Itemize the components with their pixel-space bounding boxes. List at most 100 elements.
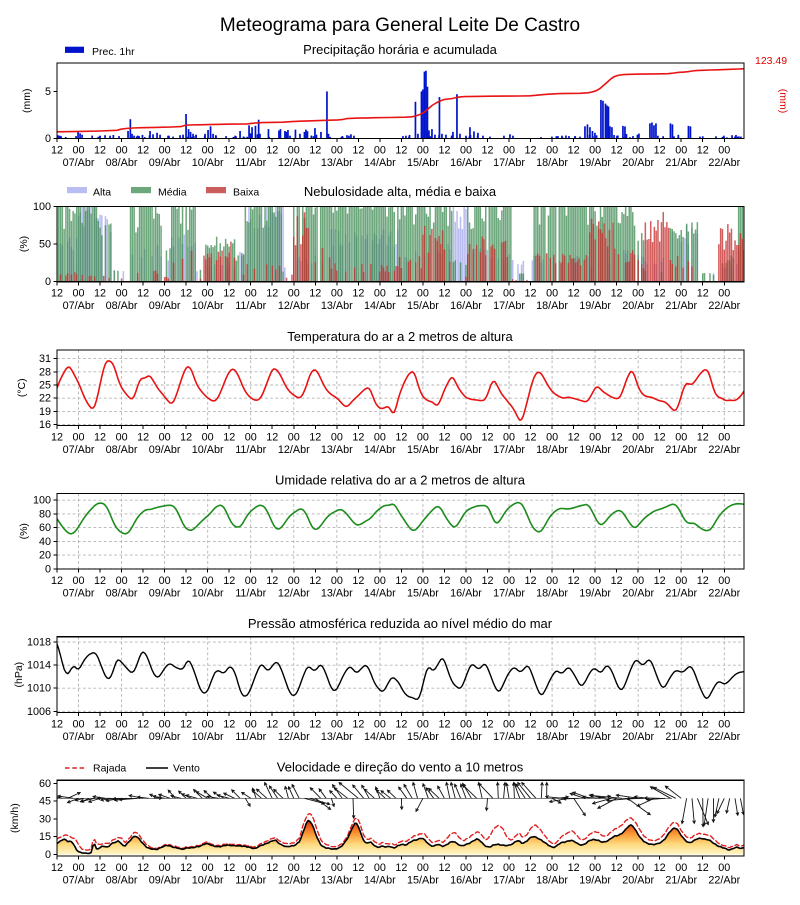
svg-text:(mm): (mm) [21,89,33,114]
svg-text:00: 00 [460,719,472,731]
svg-text:00: 00 [460,432,472,444]
svg-text:07/Abr: 07/Abr [63,875,95,887]
svg-text:12: 12 [654,288,666,300]
svg-text:12: 12 [352,288,364,300]
svg-text:15/Abr: 15/Abr [407,157,439,169]
svg-text:15/Abr: 15/Abr [407,444,439,456]
svg-text:12: 12 [481,862,493,874]
svg-text:19: 19 [39,406,51,418]
svg-text:00: 00 [675,862,687,874]
svg-text:12: 12 [309,862,321,874]
svg-text:00: 00 [589,862,601,874]
svg-text:12: 12 [352,719,364,731]
svg-text:12: 12 [697,719,709,731]
svg-text:00: 00 [417,288,429,300]
svg-text:00: 00 [245,862,257,874]
svg-text:12: 12 [697,432,709,444]
svg-text:00: 00 [159,575,171,587]
svg-text:Nebulosidade alta, média e bai: Nebulosidade alta, média e baixa [304,184,497,199]
svg-text:12: 12 [180,145,192,157]
svg-text:00: 00 [73,862,85,874]
svg-text:12: 12 [611,432,623,444]
svg-text:80: 80 [39,508,51,520]
svg-text:Rajada: Rajada [93,763,126,775]
svg-text:00: 00 [675,288,687,300]
svg-text:17/Abr: 17/Abr [493,875,525,887]
svg-text:00: 00 [546,862,558,874]
svg-text:00: 00 [374,432,386,444]
svg-text:12: 12 [137,432,149,444]
svg-text:1006: 1006 [27,706,51,718]
svg-text:12: 12 [481,575,493,587]
svg-text:13/Abr: 13/Abr [321,875,353,887]
svg-text:12: 12 [266,575,278,587]
svg-text:12/Abr: 12/Abr [278,157,310,169]
svg-text:15: 15 [39,831,51,843]
svg-text:07/Abr: 07/Abr [63,588,95,600]
svg-text:20/Abr: 20/Abr [622,444,654,456]
svg-text:00: 00 [718,862,730,874]
svg-text:Umidade relativa do ar a 2 met: Umidade relativa do ar a 2 metros de alt… [275,473,526,488]
svg-text:17/Abr: 17/Abr [493,588,525,600]
svg-text:12: 12 [51,288,63,300]
svg-text:12: 12 [481,719,493,731]
svg-text:21/Abr: 21/Abr [665,157,697,169]
svg-text:12: 12 [438,432,450,444]
svg-text:12: 12 [180,862,192,874]
svg-text:12: 12 [51,575,63,587]
svg-text:12: 12 [568,288,580,300]
svg-text:22/Abr: 22/Abr [708,300,740,312]
svg-text:00: 00 [73,145,85,157]
svg-text:20/Abr: 20/Abr [622,875,654,887]
svg-text:15/Abr: 15/Abr [407,588,439,600]
svg-text:Velocidade e direção do vento: Velocidade e direção do vento a 10 metro… [277,759,524,774]
svg-text:50: 50 [39,239,51,251]
svg-text:12: 12 [654,575,666,587]
svg-text:30: 30 [39,813,51,825]
svg-text:07/Abr: 07/Abr [63,444,95,456]
svg-text:12: 12 [654,145,666,157]
svg-text:10/Abr: 10/Abr [192,444,224,456]
svg-text:00: 00 [546,145,558,157]
svg-text:00: 00 [718,145,730,157]
svg-text:60: 60 [39,522,51,534]
svg-text:12: 12 [697,145,709,157]
svg-text:14/Abr: 14/Abr [364,157,396,169]
svg-text:00: 00 [460,288,472,300]
svg-text:20/Abr: 20/Abr [622,731,654,743]
svg-text:11/Abr: 11/Abr [235,875,266,887]
svg-text:00: 00 [503,288,515,300]
svg-text:0: 0 [45,276,51,288]
svg-text:11/Abr: 11/Abr [235,731,266,743]
svg-text:00: 00 [589,575,601,587]
svg-text:18/Abr: 18/Abr [536,157,568,169]
svg-text:12: 12 [309,575,321,587]
svg-text:12: 12 [611,145,623,157]
svg-text:14/Abr: 14/Abr [364,588,396,600]
svg-text:15/Abr: 15/Abr [407,875,439,887]
svg-text:00: 00 [632,575,644,587]
svg-text:12: 12 [266,432,278,444]
svg-text:11/Abr: 11/Abr [235,157,266,169]
svg-text:(mm): (mm) [777,89,789,114]
svg-text:00: 00 [503,575,515,587]
svg-text:28: 28 [39,366,51,378]
svg-text:00: 00 [245,719,257,731]
svg-text:Alta: Alta [93,186,111,198]
svg-text:12: 12 [180,288,192,300]
svg-text:00: 00 [202,432,214,444]
svg-text:00: 00 [460,145,472,157]
svg-text:00: 00 [503,432,515,444]
svg-text:10/Abr: 10/Abr [192,157,224,169]
svg-text:12: 12 [395,862,407,874]
svg-text:(°C): (°C) [16,378,28,397]
svg-text:15/Abr: 15/Abr [407,300,439,312]
svg-text:00: 00 [374,719,386,731]
svg-text:00: 00 [374,575,386,587]
svg-text:00: 00 [589,145,601,157]
svg-text:12: 12 [137,288,149,300]
svg-text:00: 00 [718,288,730,300]
svg-text:12: 12 [180,575,192,587]
svg-text:18/Abr: 18/Abr [536,444,568,456]
svg-text:12: 12 [438,575,450,587]
